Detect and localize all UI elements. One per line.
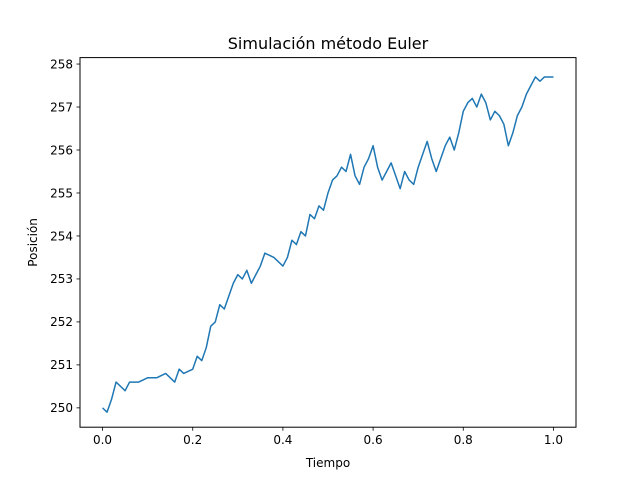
plot-frame	[79, 57, 577, 428]
y-tick-label: 251	[50, 358, 73, 372]
y-axis-ticks: 250 251 252 253 254 255 256 257 258	[50, 57, 80, 415]
y-tick-label: 250	[50, 401, 73, 415]
x-tick-label: 1.0	[544, 433, 563, 447]
y-tick-label: 253	[50, 272, 73, 286]
y-tick-label: 256	[50, 143, 73, 157]
series-line	[102, 76, 554, 413]
y-tick-label: 257	[50, 100, 73, 114]
y-tick-label: 254	[50, 229, 73, 243]
x-axis-label: Tiempo	[305, 456, 350, 470]
x-tick-label: 0.4	[273, 433, 292, 447]
chart-title: Simulación método Euler	[228, 34, 429, 53]
y-tick-label: 255	[50, 186, 73, 200]
y-axis-label: Posición	[26, 218, 40, 267]
y-tick-label: 252	[50, 315, 73, 329]
x-axis-ticks: 0.0 0.2 0.4 0.6 0.8 1.0	[93, 427, 563, 447]
x-tick-label: 0.0	[93, 433, 112, 447]
x-tick-label: 0.6	[364, 433, 383, 447]
x-tick-label: 0.8	[454, 433, 473, 447]
y-tick-label: 258	[50, 57, 73, 71]
x-tick-label: 0.2	[183, 433, 202, 447]
